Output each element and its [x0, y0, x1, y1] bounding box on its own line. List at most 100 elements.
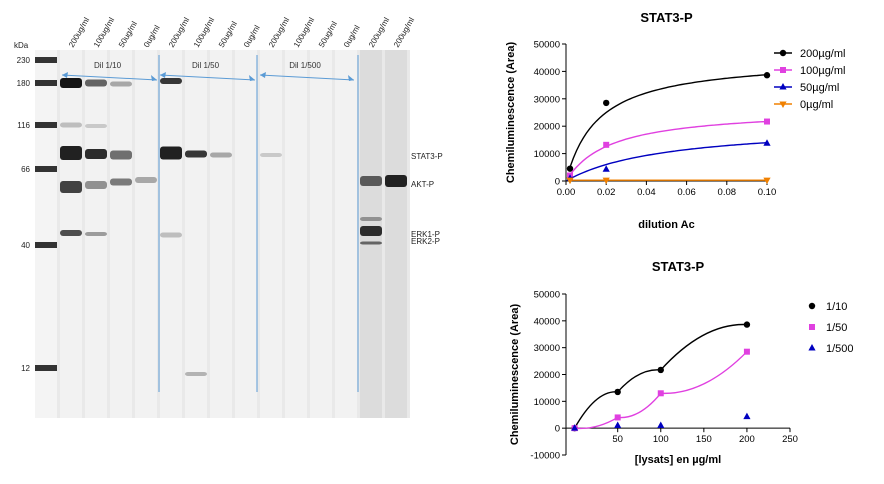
legend-marker [808, 344, 816, 351]
legend-label: 1/50 [826, 322, 847, 334]
ladder-label-230: 230 [17, 56, 31, 65]
data-point [763, 72, 771, 79]
data-point [566, 177, 574, 185]
x-tick-label: 200 [739, 434, 755, 445]
legend-marker [809, 324, 815, 330]
blot-band [110, 81, 132, 87]
blot-band [385, 175, 407, 187]
x-tick-label: 0.08 [718, 187, 737, 198]
blot-band [160, 146, 182, 160]
data-point [603, 99, 610, 107]
dilution-arrow [61, 74, 158, 81]
data-point [602, 177, 610, 185]
data-point [603, 141, 610, 148]
blot-band [85, 79, 107, 87]
dilution-label: Dil 1/10 [94, 61, 122, 70]
legend-marker [780, 67, 786, 73]
legend-marker [779, 101, 787, 108]
blot-band [60, 181, 82, 193]
x-tick-label: 50 [612, 434, 623, 445]
band-label: ERK2-P [411, 237, 440, 246]
y-tick-label: 20000 [534, 370, 560, 381]
x-tick-label: 150 [696, 434, 712, 445]
blot-band [85, 232, 107, 236]
arrowhead [249, 75, 255, 81]
arrowhead [160, 72, 166, 78]
ladder-band [35, 166, 57, 172]
y-tick-label: 30000 [534, 94, 560, 105]
legend-marker [779, 49, 787, 57]
blot-band [60, 146, 82, 160]
blot-band [85, 181, 107, 189]
legend-label: 50µg/ml [800, 82, 839, 94]
ladder-lane [35, 50, 57, 418]
fit-curve [569, 74, 768, 168]
data-point [614, 421, 622, 428]
blot-band [360, 176, 382, 186]
arrowhead [151, 75, 157, 81]
data-point [763, 139, 771, 146]
ladder-band [35, 122, 57, 128]
band-label: ERK1-P [411, 230, 440, 239]
sample-lane [385, 50, 407, 418]
legend-label: 1/10 [826, 301, 847, 313]
y-tick-label: 0 [555, 177, 560, 188]
blot-band [85, 149, 107, 159]
lane-label: 200ug/ml [392, 16, 416, 49]
blot-band [160, 78, 182, 84]
y-tick-label: 40000 [534, 316, 560, 327]
arrowhead [348, 75, 354, 81]
x-tick-label: 0.06 [677, 187, 696, 198]
lane-label: 100ug/ml [192, 16, 216, 49]
lane-label: 0ug/ml [142, 24, 162, 49]
fit-curve [569, 120, 768, 176]
ladder-band [35, 57, 57, 63]
data-point [743, 348, 750, 355]
blot-band [160, 232, 182, 238]
arrowhead [260, 72, 266, 78]
arrowhead [62, 72, 68, 78]
y-tick-label: 10000 [534, 149, 560, 160]
legend-label: 1/500 [826, 343, 854, 355]
y-tick-label: 10000 [534, 397, 560, 408]
blot-band [185, 150, 207, 158]
series-3 [566, 139, 771, 181]
blot-band [185, 372, 207, 376]
legend-marker [779, 83, 787, 90]
y-tick-label: 20000 [534, 122, 560, 133]
ladder-band [35, 80, 57, 86]
lane-label: 0ug/ml [342, 24, 362, 49]
blot-band [135, 177, 157, 183]
dilution-arrow [159, 74, 256, 81]
dilution-arrow [259, 74, 355, 81]
legend-label: 0µg/ml [800, 99, 833, 111]
blot-band [110, 150, 132, 160]
sample-lane [310, 50, 332, 418]
data-point [763, 177, 771, 185]
x-tick-label: 0.04 [637, 187, 656, 198]
legend-label: 100µg/ml [800, 65, 845, 77]
sample-lane [260, 50, 282, 418]
stat3p-dilution-chart: STAT3-P 0 10000 20000 30000 40000 50000 0.00 0.0… [505, 10, 845, 231]
y-tick-label: 50000 [534, 40, 560, 51]
sample-lane [235, 50, 257, 418]
sample-lane [210, 50, 232, 418]
blot-band [260, 153, 282, 157]
data-point [743, 412, 751, 420]
data-point [571, 424, 579, 431]
data-point [566, 165, 574, 172]
y-axis-label: Chemiluminescence (Area) [505, 42, 517, 184]
blot-band [110, 178, 132, 186]
blot-band [60, 230, 82, 236]
y-tick-label: -10000 [530, 451, 560, 462]
legend-label: 200µg/ml [800, 48, 845, 60]
y-tick-label: 40000 [534, 67, 560, 78]
x-axis-label: [lysats] en µg/ml [635, 454, 721, 466]
series-4 [566, 177, 771, 185]
sample-lane [285, 50, 307, 418]
western-blot-image: 200ug/ml 100ug/ml 50ug/ml 0ug/ml 200ug/ml 100… [14, 16, 443, 418]
series-1 [571, 321, 751, 432]
y-tick-label: 50000 [534, 290, 560, 301]
series-1 [566, 72, 771, 172]
ladder-label-180: 180 [17, 79, 31, 88]
